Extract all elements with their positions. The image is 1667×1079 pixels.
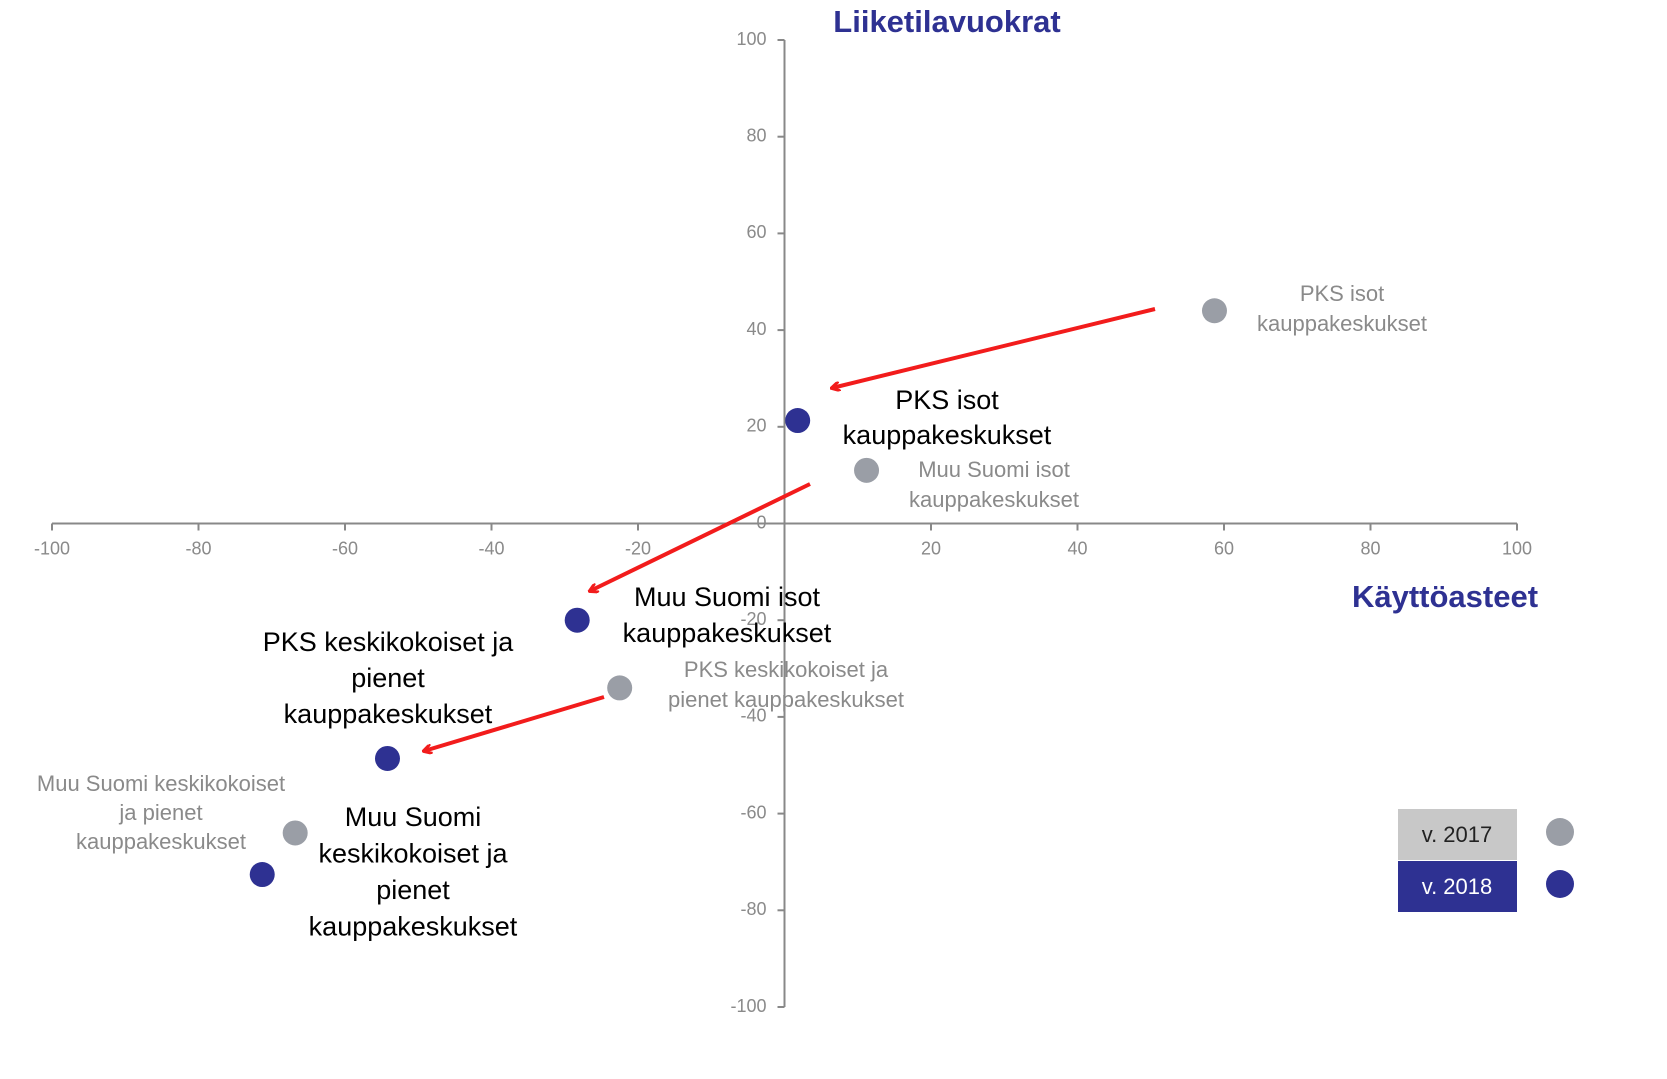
y-tick-label: -80 [740, 899, 766, 919]
point-label: kauppakeskukset [909, 487, 1079, 512]
x-axis-title: Käyttöasteet [1352, 579, 1538, 614]
legend-marker [1546, 818, 1574, 846]
legend-marker [1546, 870, 1574, 898]
legend-label: v. 2017 [1422, 822, 1493, 847]
y-tick-label: -40 [740, 706, 766, 726]
y-axis-title: Liiketilavuokrat [833, 4, 1060, 39]
x-tick-label: -40 [478, 538, 504, 558]
y-tick-label: -60 [740, 802, 766, 822]
y-tick-label: 100 [736, 29, 766, 49]
point [607, 675, 633, 701]
point-label: kauppakeskukset [1257, 311, 1427, 336]
y-tick-label: 20 [746, 416, 766, 436]
point-label: Muu Suomi isot [918, 457, 1070, 482]
point-label: pienet kauppakeskukset [668, 687, 904, 712]
x-tick-label: 100 [1502, 538, 1532, 558]
point-label: kauppakeskukset [76, 829, 246, 854]
point-label: kauppakeskukset [843, 420, 1052, 450]
point-label: ja pienet [118, 800, 202, 825]
point-label: keskikokoiset ja [318, 839, 508, 869]
point-label: Muu Suomi keskikokoiset [37, 771, 285, 796]
y-tick-label: 0 [756, 512, 766, 532]
legend-label: v. 2018 [1422, 874, 1493, 899]
point-label: PKS keskikokoiset ja [684, 657, 889, 682]
point [374, 745, 400, 771]
x-tick-label: 20 [921, 538, 941, 558]
point [564, 607, 590, 633]
y-tick-label: 60 [746, 222, 766, 242]
x-tick-label: -20 [625, 538, 651, 558]
x-tick-label: 40 [1067, 538, 1087, 558]
point-label: PKS isot [895, 385, 999, 415]
y-tick-label: -20 [740, 609, 766, 629]
point [854, 457, 880, 483]
x-tick-label: 80 [1360, 538, 1380, 558]
x-tick-label: 60 [1214, 538, 1234, 558]
point [785, 408, 811, 434]
point [249, 862, 275, 888]
axes: -100 -80 -60 -40 -20 20 40 60 80 100 -100 -80 -60 -40… [34, 29, 1532, 1016]
point-label: PKS keskikokoiset ja [263, 627, 515, 657]
point [1201, 298, 1227, 324]
arrow [590, 482, 811, 591]
x-tick-label: -80 [185, 538, 211, 558]
y-tick-label: 80 [746, 125, 766, 145]
point-label: pienet [351, 663, 425, 693]
arrow [832, 307, 1156, 388]
y-tick-label: -100 [730, 996, 766, 1016]
y-tick-label: 40 [746, 319, 766, 339]
point-label: pienet [376, 875, 450, 905]
point-label: kauppakeskukset [284, 699, 493, 729]
x-tick-label: -100 [34, 538, 70, 558]
arrow [424, 695, 605, 751]
point-label: Muu Suomi [345, 802, 482, 832]
point-label: PKS isot [1300, 281, 1384, 306]
point [282, 820, 308, 846]
legend-box [1398, 809, 1517, 860]
point-label: kauppakeskukset [309, 912, 518, 942]
point-label: Muu Suomi isot [634, 582, 821, 612]
x-tick-label: -60 [332, 538, 358, 558]
legend-box [1398, 861, 1517, 912]
point-label: kauppakeskukset [623, 618, 832, 648]
